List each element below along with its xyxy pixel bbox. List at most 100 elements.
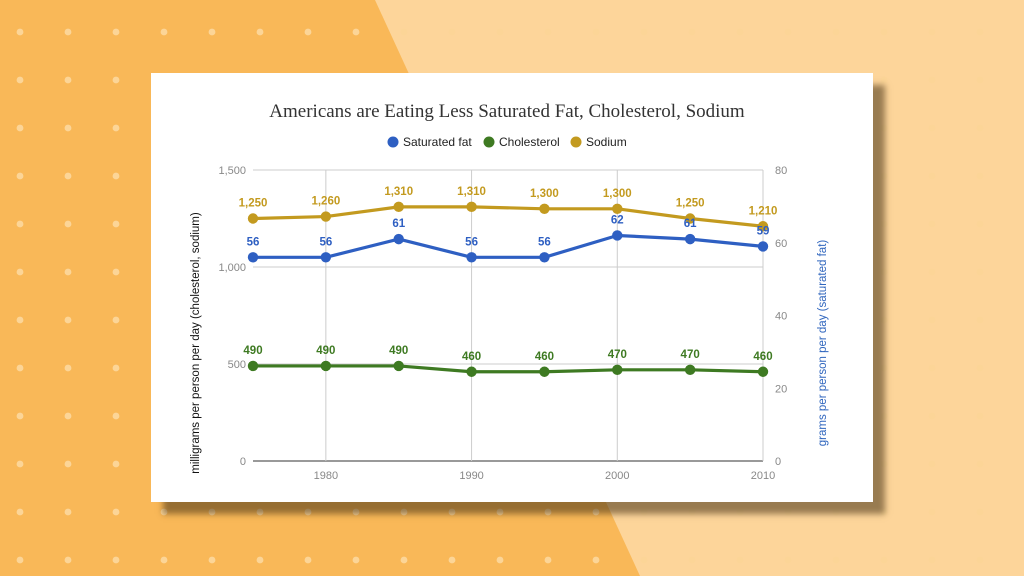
background-dot xyxy=(880,268,888,276)
data-label-sodium: 1,250 xyxy=(239,198,268,210)
background-dot xyxy=(880,364,888,372)
background-dot xyxy=(880,124,888,132)
background-dot xyxy=(496,508,504,516)
background-dot xyxy=(208,508,216,516)
data-point-cholesterol xyxy=(612,364,623,376)
data-point-sodium xyxy=(320,211,332,222)
background-dot xyxy=(448,556,456,564)
data-label-sodium: 1,300 xyxy=(603,188,632,200)
series-line-saturated-fat xyxy=(253,233,764,259)
right-axis-ticks: 0 20 40 60 80 xyxy=(775,165,787,468)
right-tick-40: 40 xyxy=(775,311,787,323)
background-dot xyxy=(928,268,936,276)
background-dot xyxy=(112,556,120,564)
series-saturated-fat: 56 56 61 56 56 62 61 59 xyxy=(247,214,770,263)
background-dot xyxy=(448,508,456,516)
background-dot xyxy=(976,460,984,468)
legend-label-cholesterol: Cholesterol xyxy=(499,135,560,149)
background-dot xyxy=(688,556,696,564)
background-dot xyxy=(112,220,120,228)
background-dot xyxy=(592,28,600,36)
data-point-saturated-fat xyxy=(757,241,769,252)
background-dot xyxy=(784,508,792,516)
data-point-saturated-fat xyxy=(684,233,696,245)
data-point-saturated-fat xyxy=(393,233,404,245)
background-dot xyxy=(160,508,168,516)
background-dot xyxy=(928,316,936,324)
background-dot xyxy=(16,316,24,324)
background-dot xyxy=(784,28,792,36)
background-dot xyxy=(976,268,984,276)
right-tick-20: 20 xyxy=(775,383,787,395)
data-label-cholesterol: 460 xyxy=(462,351,481,363)
data-label-saturated-fat: 59 xyxy=(757,225,770,237)
data-point-cholesterol xyxy=(393,360,404,372)
data-point-sodium xyxy=(684,213,696,224)
legend-item-saturated-fat: Saturated fat xyxy=(387,135,472,149)
background-dot xyxy=(976,364,984,372)
data-label-cholesterol: 470 xyxy=(608,349,627,361)
background-dot xyxy=(928,508,936,516)
data-label-saturated-fat: 56 xyxy=(538,236,551,248)
data-point-cholesterol xyxy=(466,366,477,377)
data-point-cholesterol xyxy=(684,364,696,376)
background-dot xyxy=(928,460,936,468)
background-dot xyxy=(736,556,744,564)
background-dot xyxy=(928,28,936,36)
data-label-sodium: 1,300 xyxy=(530,188,559,200)
data-label-cholesterol: 460 xyxy=(753,351,772,363)
left-axis-ticks: 0 500 1,000 1,500 xyxy=(218,165,246,468)
data-label-cholesterol: 490 xyxy=(243,345,262,357)
background-dot xyxy=(16,556,24,564)
background-dot xyxy=(976,220,984,228)
legend-marker-sodium xyxy=(570,136,582,148)
background-dot xyxy=(352,556,360,564)
background-dot xyxy=(64,76,72,84)
background-dot xyxy=(64,556,72,564)
background-dot xyxy=(160,556,168,564)
background-dot xyxy=(976,316,984,324)
data-label-sodium: 1,310 xyxy=(384,186,413,198)
background-dot xyxy=(112,364,120,372)
data-point-saturated-fat xyxy=(247,252,259,263)
background-dot xyxy=(592,508,600,516)
background-dot xyxy=(112,124,120,132)
background-dot xyxy=(400,28,408,36)
data-point-sodium xyxy=(247,213,259,224)
legend-marker-saturated-fat xyxy=(387,136,399,148)
background-dot xyxy=(928,412,936,420)
background-dot xyxy=(832,556,840,564)
series-line-cholesterol xyxy=(253,364,764,374)
background-dot xyxy=(256,556,264,564)
background-dot xyxy=(928,172,936,180)
data-point-cholesterol xyxy=(320,360,332,372)
background-dot xyxy=(112,508,120,516)
chart-title: Americans are Eating Less Saturated Fat,… xyxy=(269,101,745,122)
data-label-sodium: 1,310 xyxy=(457,186,486,198)
data-label-saturated-fat: 56 xyxy=(247,236,260,248)
background-dot xyxy=(64,460,72,468)
background-dot xyxy=(928,556,936,564)
data-label-saturated-fat: 56 xyxy=(465,236,478,248)
data-point-saturated-fat xyxy=(320,252,332,263)
background-dot xyxy=(16,460,24,468)
background-dot xyxy=(208,28,216,36)
data-point-sodium xyxy=(539,203,550,214)
x-tick-2000: 2000 xyxy=(605,470,629,482)
data-point-cholesterol xyxy=(757,366,769,377)
background-dot xyxy=(880,556,888,564)
background-dot xyxy=(448,28,456,36)
background-dot xyxy=(544,556,552,564)
data-point-saturated-fat xyxy=(612,230,623,241)
background-dot xyxy=(976,76,984,84)
data-label-saturated-fat: 56 xyxy=(319,236,332,248)
background-dot xyxy=(736,508,744,516)
background-dot xyxy=(688,508,696,516)
background-dot xyxy=(976,556,984,564)
background-dot xyxy=(256,508,264,516)
data-point-saturated-fat xyxy=(539,252,550,263)
background-dot xyxy=(496,28,504,36)
legend-item-cholesterol: Cholesterol xyxy=(483,135,560,149)
background-dot xyxy=(16,28,24,36)
